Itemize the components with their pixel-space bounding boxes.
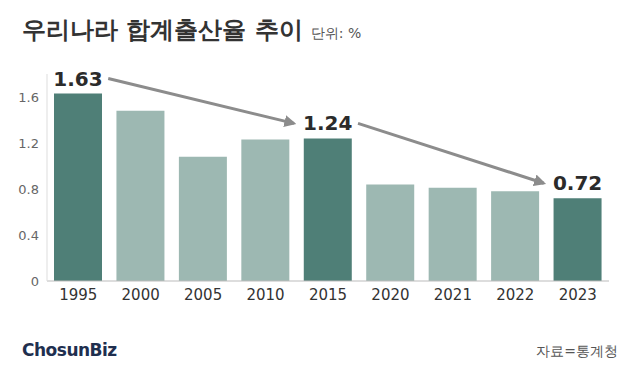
- svg-text:2010: 2010: [246, 286, 284, 304]
- svg-text:0: 0: [31, 274, 39, 289]
- svg-text:0.72: 0.72: [553, 171, 602, 195]
- svg-text:2023: 2023: [559, 286, 597, 304]
- svg-text:0.4: 0.4: [18, 228, 39, 243]
- svg-text:2020: 2020: [371, 286, 409, 304]
- svg-text:0.8: 0.8: [18, 182, 39, 197]
- svg-text:2022: 2022: [496, 286, 534, 304]
- svg-text:2015: 2015: [309, 286, 347, 304]
- svg-text:2000: 2000: [122, 286, 160, 304]
- svg-text:1.2: 1.2: [18, 136, 39, 151]
- svg-text:1.6: 1.6: [18, 90, 39, 105]
- svg-text:1.24: 1.24: [303, 111, 352, 135]
- svg-text:1995: 1995: [59, 286, 97, 304]
- svg-text:2021: 2021: [434, 286, 472, 304]
- html-text:ChosunBiz: ChosunBiz: [22, 340, 117, 360]
- svg-text:2005: 2005: [184, 286, 222, 304]
- svg-text:1.63: 1.63: [53, 67, 102, 91]
- html-text:자료=통계청: 자료=통계청: [536, 343, 618, 359]
- html-text:우리나라 합계출산율 추이 단위: %: 우리나라 합계출산율 추이 단위: %: [22, 16, 362, 44]
